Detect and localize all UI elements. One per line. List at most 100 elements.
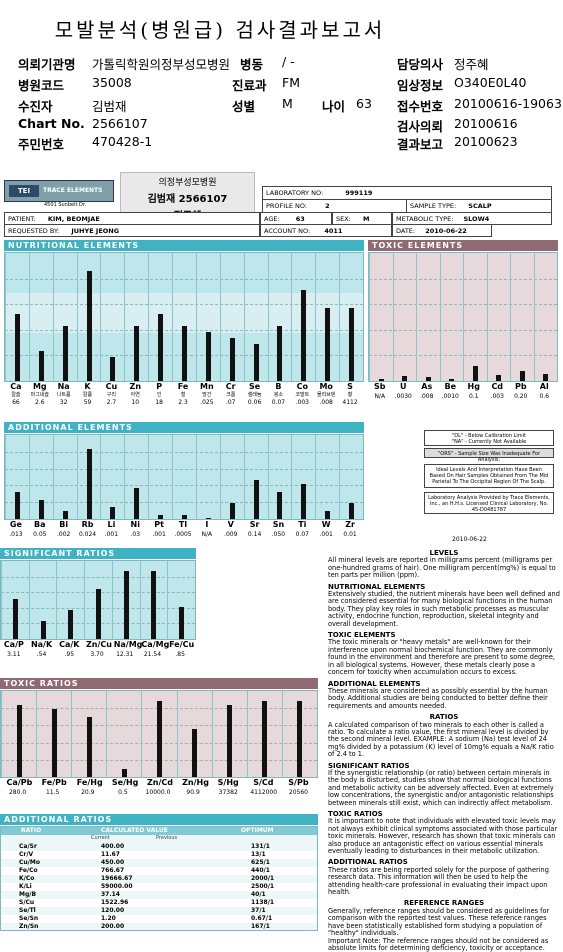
value-bar [110,507,115,519]
field-label: 진료과 [232,78,267,93]
element-korean: 황 [337,391,363,398]
nutritional-text: Extensively studied, the nutrient minera… [328,591,560,628]
element-value: 59 [75,399,101,406]
field-value: 가톨릭학원의정부성모병원 [92,54,230,73]
element-value: .003 [289,399,315,406]
element-label: Ni [124,520,146,529]
value-bar [496,375,501,381]
field-value: 20100616 [454,116,518,131]
element-label: P [148,382,170,391]
element-label: Se [244,382,266,391]
ratio-name: K/Co [19,875,34,882]
element-label: Zr [339,520,361,529]
additional-ratios-table: RATIO CALCULATED VALUE OPTIMUM Current P… [0,826,318,931]
element-label: S [339,382,361,391]
column-divider [148,253,149,381]
toxic-ratios-bars [1,691,317,777]
value-bar [543,374,548,381]
field-value: FM [282,75,300,90]
element-value: .050 [265,531,291,538]
value-bar [124,571,129,639]
element-value: 2.3 [170,399,196,406]
ratio-name: Cu/Mo [19,859,40,866]
field-label: 성별 [232,99,255,114]
field-label: 병원코드 [18,78,64,93]
element-korean: 마그네슘 [27,391,53,398]
ratio-name: S/Cu [19,899,34,906]
field-label: 주민번호 [18,137,64,152]
additional-ratios-title: ADDITIONAL RATIOS [0,814,318,825]
column-divider [268,435,269,519]
value-bar [182,515,187,519]
value-bar [13,599,18,639]
element-korean: 구리 [98,391,124,398]
ratio-value: 1.20 [101,915,116,922]
element-label: I [196,520,218,529]
element-label: Ca/Mg [141,640,163,649]
hospital-stamp: 의정부성모병원 김범재 2566107 정주혜 [120,172,255,216]
column-divider [393,253,394,381]
value-bar [301,484,306,519]
element-label: S/Hg [217,778,239,787]
ratio-optimum: 625/1 [251,859,270,866]
table-header: RATIO CALCULATED VALUE OPTIMUM [1,827,317,835]
grid-line [5,304,363,305]
column-divider [140,561,141,639]
legend-ors: "ORS" - Sample Size Was Inadequate For A… [424,448,554,458]
element-label: Cd [486,382,508,391]
value-bar [122,769,127,777]
element-value: 10 [122,399,148,406]
element-value: 0.6 [531,393,557,400]
element-value: .95 [56,651,82,658]
element-value: .008 [313,399,339,406]
sample-box: SAMPLE TYPE: SCALP [406,199,552,213]
nutritional-chart [4,252,364,382]
value-bar [96,589,101,639]
element-label: Co [291,382,313,391]
element-label: Mn [196,382,218,391]
column-divider [148,435,149,519]
element-label: Sr [244,520,266,529]
column-divider [463,253,464,381]
field-label: 임상정보 [397,78,443,93]
column-divider [196,253,197,381]
element-label: S/Cd [252,778,274,787]
value-bar [68,610,73,639]
column-divider [510,253,511,381]
element-label: Bi [53,520,75,529]
field-value: 20100616-19063 [454,96,562,111]
value-bar [157,701,162,777]
element-label: Sn [267,520,289,529]
ratio-value: 200.00 [101,923,124,930]
element-label: Ca/K [58,640,80,649]
column-divider [212,691,213,777]
element-korean: 셀레늄 [242,391,268,398]
element-label: Hg [463,382,485,391]
element-value: .54 [29,651,55,658]
ratio-optimum: 167/1 [251,923,270,930]
column-divider [29,253,30,381]
column-divider [534,253,535,381]
element-value: .003 [484,393,510,400]
ratio-optimum: 0.67/1 [251,915,272,922]
column-divider [220,435,221,519]
element-value: 21.54 [139,651,165,658]
element-label: Li [100,520,122,529]
field-label: 결과보고 [397,137,443,152]
value-bar [110,357,115,381]
column-divider [71,691,72,777]
value-bar [179,607,184,639]
grid-line [5,485,363,486]
element-value: 0.07 [265,399,291,406]
element-value: 0.5 [110,789,136,796]
element-label: B [267,382,289,391]
value-bar [39,500,44,520]
ratio-value: 450.00 [101,859,124,866]
report-scan: TEI TRACE ELEMENTS 4501 Sunbelt Dr. 의정부성… [0,172,563,931]
element-korean: 코발트 [289,391,315,398]
